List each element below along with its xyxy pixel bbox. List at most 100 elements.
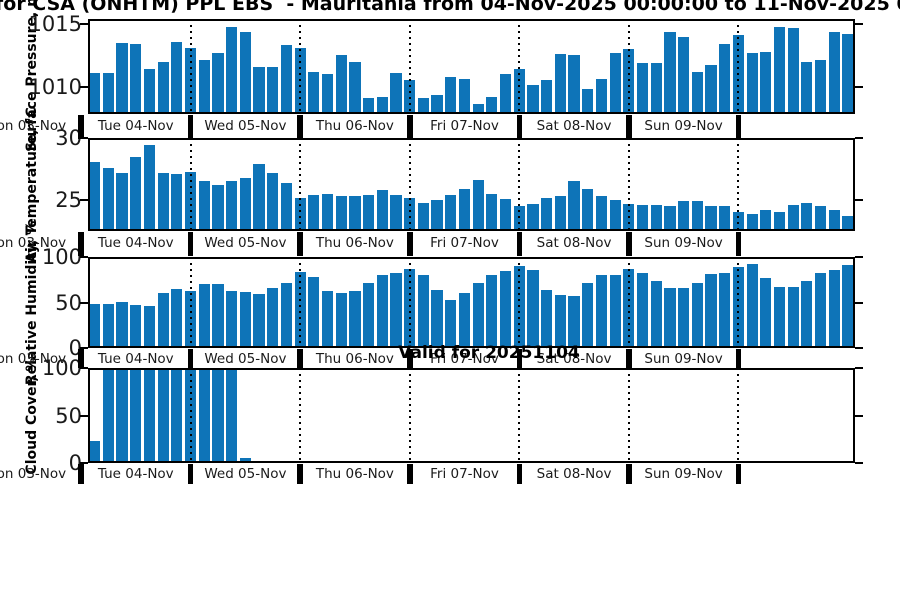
bar [376,275,388,348]
day-gridline [189,368,192,463]
y-tick-mark [80,199,88,201]
day-boundary-tick [407,232,413,256]
bar [212,284,224,348]
bar [445,195,457,231]
bar [609,200,621,231]
bar [390,72,402,114]
bar [746,52,758,114]
bar [814,272,827,348]
day-boundary-tick [516,349,523,368]
air-temperature-plot-area [88,138,855,231]
day-gridline [299,368,302,463]
bar [89,72,101,114]
day-gridline [189,138,192,231]
bar [417,275,430,348]
bar [143,368,156,463]
bar [335,293,347,348]
bar [458,188,471,231]
y-tick-label: 50 [55,403,82,428]
y-tick-mark [80,462,88,464]
bar [650,205,662,231]
day-gridline [518,257,521,348]
bar [239,458,251,463]
bar [308,277,320,348]
bar [89,304,101,348]
bar [760,51,772,114]
bar [746,264,758,348]
bar [157,368,169,463]
bar [828,269,840,348]
bar [417,97,430,114]
bar [719,272,731,348]
bar [541,289,553,348]
day-boundary-tick [626,349,632,368]
bar [212,185,224,231]
bar [376,96,388,114]
day-label: Tue 04-Nov [97,118,174,134]
bar [431,95,443,114]
day-gridline [627,19,630,114]
day-boundary-tick [626,115,632,139]
day-label: Sat 08-Nov [536,235,612,251]
bar [801,202,813,231]
day-label: Thu 06-Nov [315,466,394,482]
day-label: Tue 04-Nov [97,466,174,482]
bar [239,177,251,231]
bar [321,290,334,348]
y-tick-label: 1010 [28,74,82,99]
y-tick-mark [855,301,863,304]
day-boundary-tick [78,464,84,484]
y-tick-mark [855,462,863,464]
bar [773,212,786,231]
day-boundary-tick [187,232,194,256]
bar [445,299,457,348]
bar [89,441,101,463]
bar [486,275,498,348]
bar [102,167,114,231]
bar [499,270,512,348]
y-tick-mark [855,23,863,25]
bar [609,275,621,348]
bar [198,60,210,114]
bar [472,180,484,231]
bar [458,79,471,114]
bar [842,265,854,348]
day-gridline [518,368,521,463]
bar [253,66,265,114]
day-gridline [189,19,192,114]
bar [390,195,402,231]
bar [116,42,128,114]
bar [280,182,293,231]
day-gridline [518,138,521,231]
bar [102,304,114,348]
day-gridline [408,138,411,231]
bar [226,181,238,231]
day-label: Sun 09-Nov [644,466,723,482]
bar [486,96,498,114]
y-tick-mark [855,199,863,201]
day-gridline [408,368,411,463]
bar [678,287,690,348]
bar [308,195,320,231]
bar [321,193,334,231]
day-gridline [627,257,630,348]
bar [568,181,580,231]
y-tick-mark [80,414,88,417]
bar [212,52,224,114]
day-gridline [189,257,192,348]
bar [431,289,443,348]
y-tick-label: 100 [41,245,82,269]
day-label: Sun 09-Nov [644,235,723,251]
day-boundary-tick [735,464,742,484]
bar [171,174,183,231]
bar [787,205,799,231]
bar [143,69,156,114]
day-gridline [627,368,630,463]
bar [664,31,676,114]
bar [130,156,142,231]
bar [102,72,114,114]
bar [678,201,690,231]
bar [773,287,786,348]
bar [308,71,320,114]
day-label: Fri 07-Nov [430,466,499,482]
